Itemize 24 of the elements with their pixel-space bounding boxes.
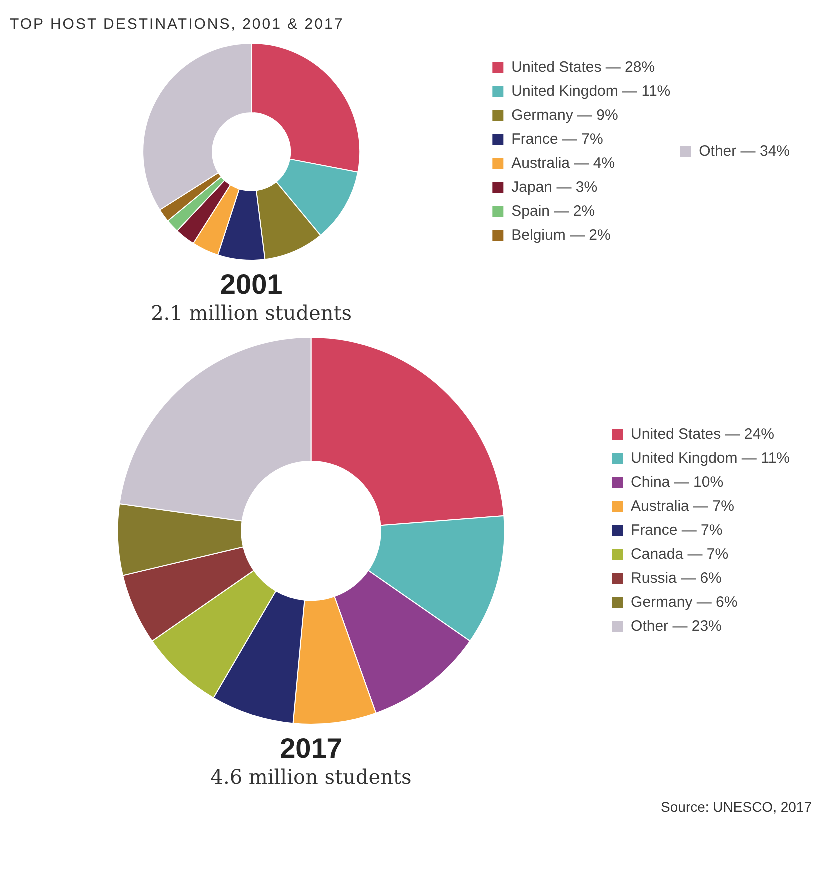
legend-label: United States — 24%	[631, 426, 774, 444]
text: 2017	[279, 733, 344, 765]
legend-label: United Kingdom — 11%	[512, 83, 671, 100]
legend-label: Belgium — 2%	[512, 227, 611, 244]
legend-label: Australia — 4%	[512, 155, 616, 172]
legend-label: Russia — 6%	[631, 570, 722, 588]
text: 2001	[219, 269, 284, 301]
legend-label: Germany — 6%	[631, 594, 738, 612]
legend-label: Germany — 9%	[512, 107, 618, 124]
text: 4.6 million students	[210, 765, 413, 789]
legend-label: Canada — 7%	[631, 546, 729, 564]
source-note: Source: UNESCO, 2017	[660, 798, 813, 815]
legend-label: Other — 23%	[631, 618, 722, 636]
legend-label: United States — 28%	[512, 59, 656, 76]
legend-label: United Kingdom — 11%	[631, 450, 790, 468]
text: 2.1 million students	[150, 301, 354, 325]
legend-label: Australia — 7%	[631, 498, 734, 516]
legend-label: Japan — 3%	[512, 179, 598, 196]
legend-label: France — 7%	[631, 522, 723, 540]
legend-label: Other — 34%	[699, 143, 790, 160]
text: TOP HOST DESTINATIONS, 2001 & 2017	[10, 15, 346, 35]
legend-label: Spain — 2%	[512, 203, 596, 220]
legend-label: China — 10%	[631, 474, 724, 492]
legend-label: France — 7%	[512, 131, 604, 148]
